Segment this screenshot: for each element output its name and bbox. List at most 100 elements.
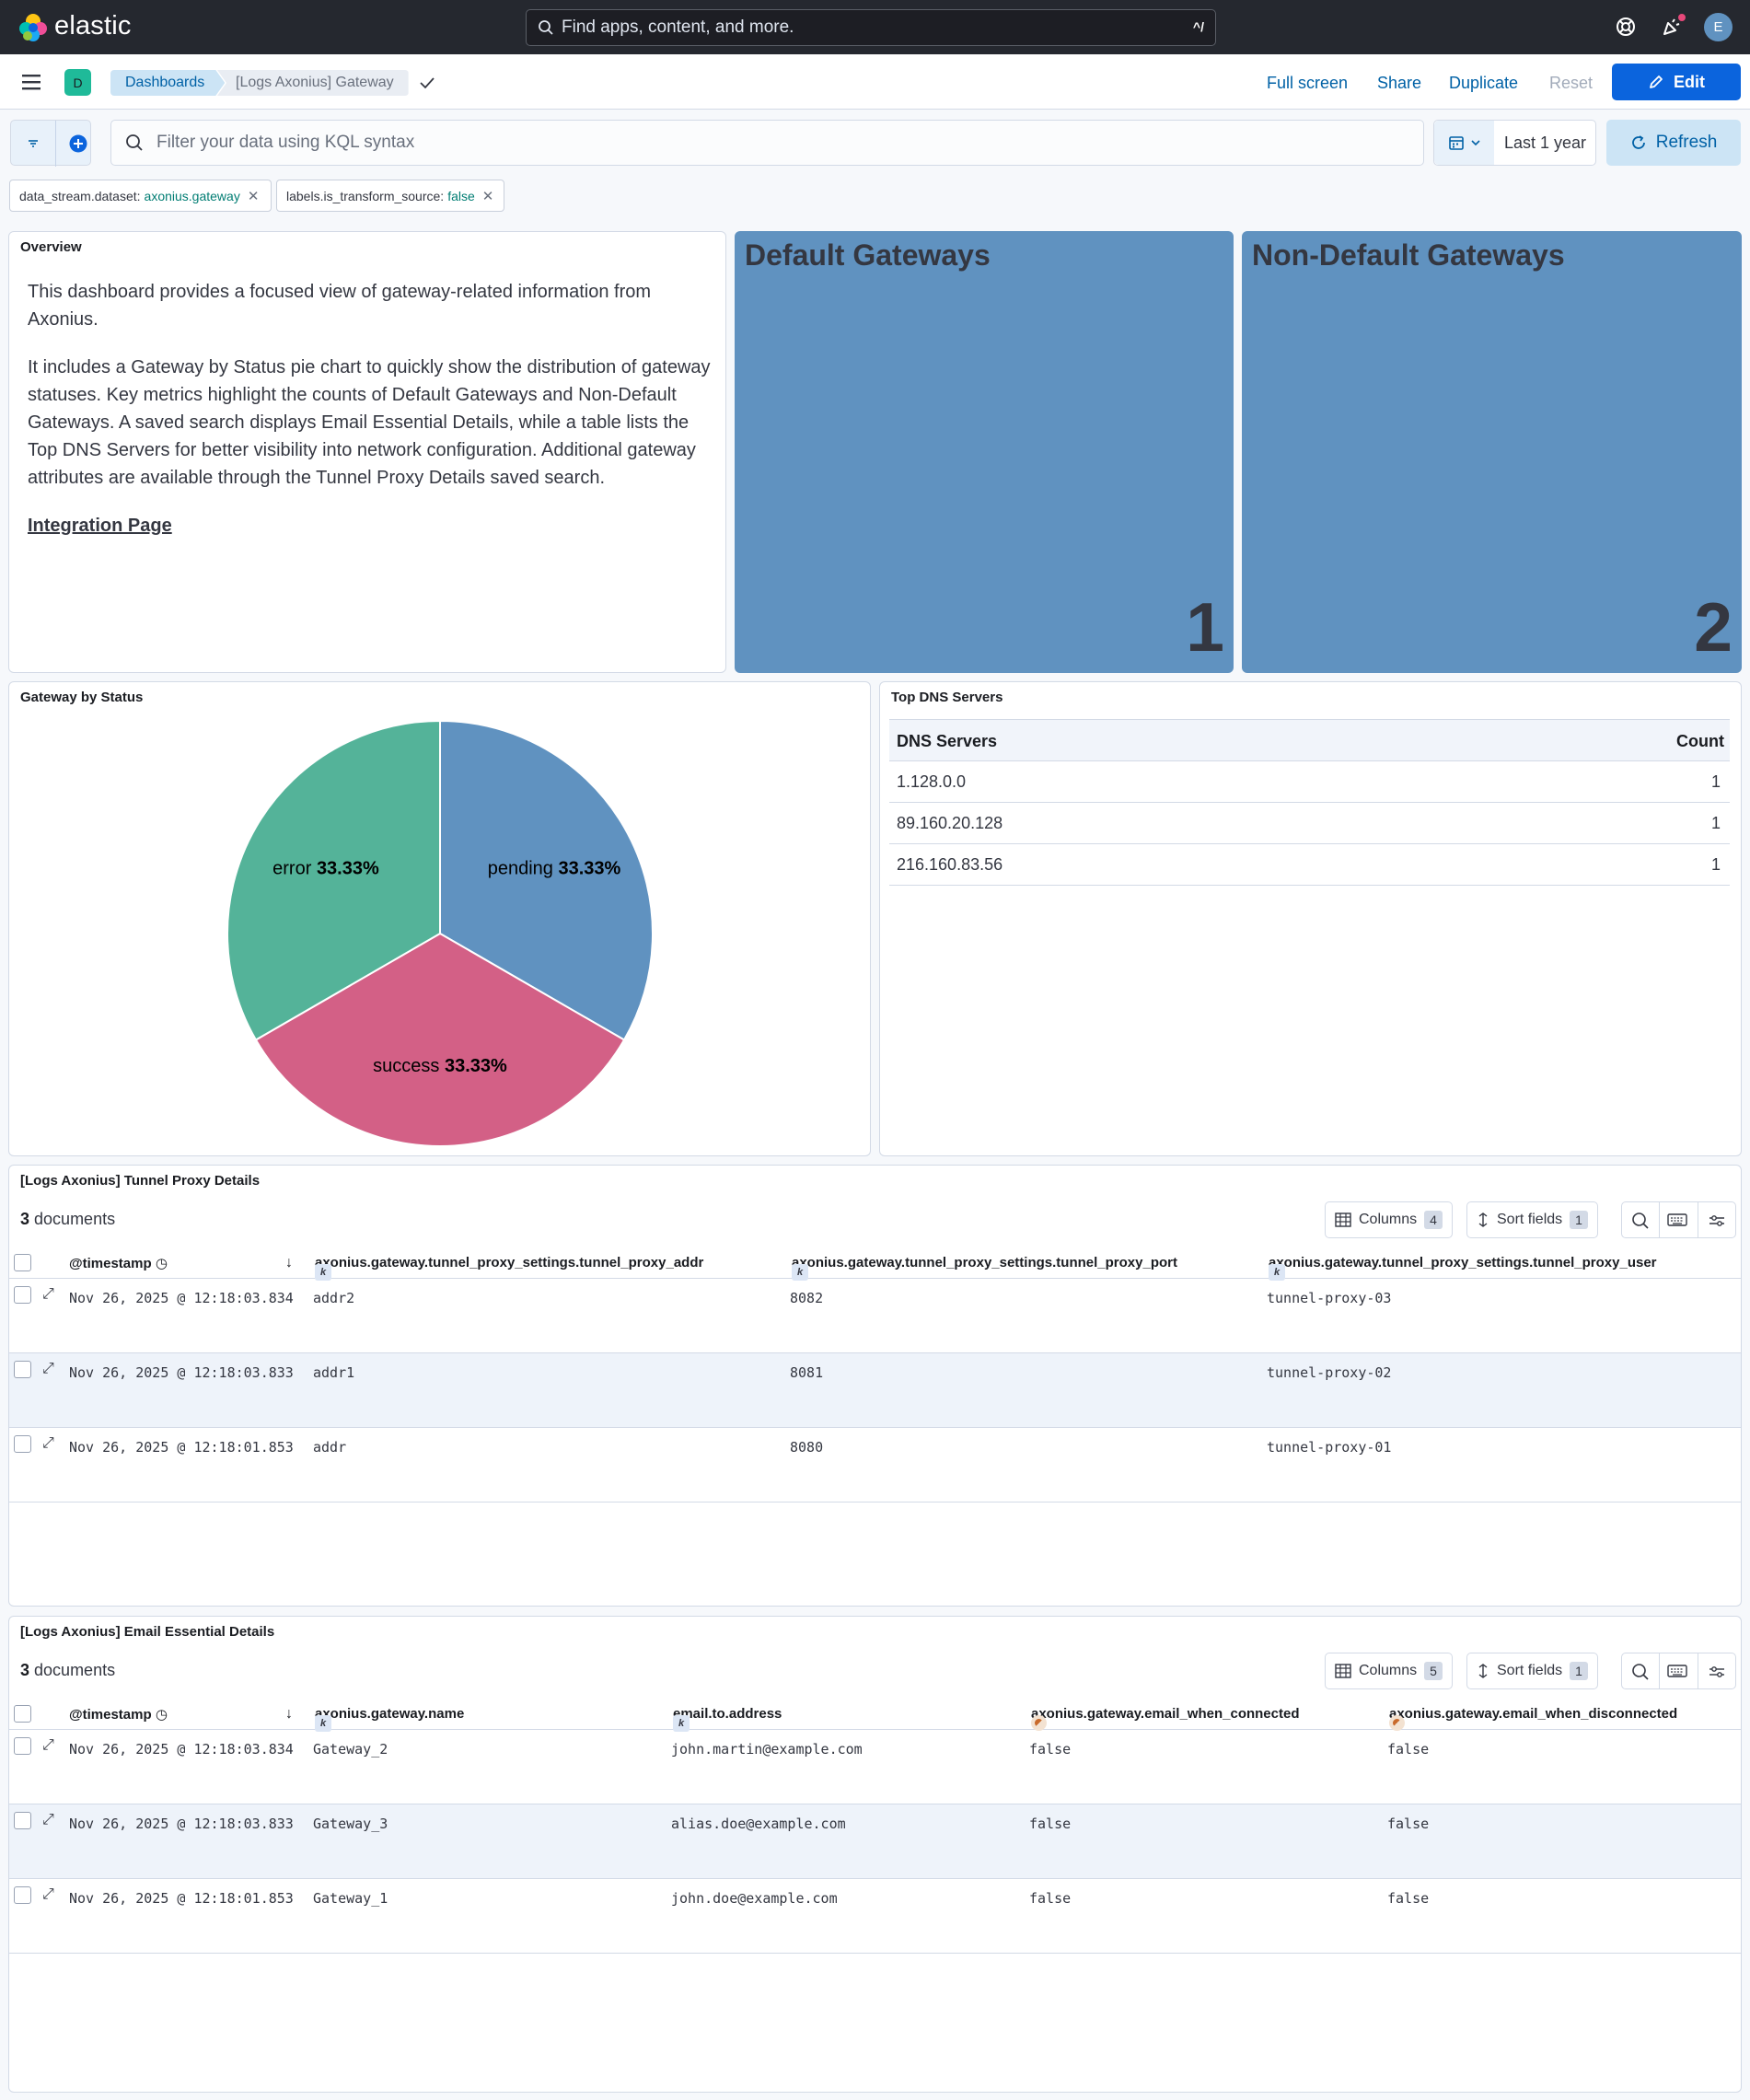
expand-icon[interactable]: ⤢ bbox=[42, 1361, 54, 1376]
metric-default-gateways: Default Gateways 1 bbox=[735, 231, 1234, 673]
pie-slice-success[interactable] bbox=[254, 932, 626, 1147]
divider bbox=[55, 121, 56, 167]
sort-fields-button[interactable]: Sort fields 1 bbox=[1466, 1201, 1598, 1238]
columns-button[interactable]: Columns 5 bbox=[1325, 1653, 1453, 1689]
row-checkbox[interactable] bbox=[14, 1886, 31, 1904]
expand-icon[interactable]: ⤢ bbox=[42, 1286, 54, 1302]
table-row: 216.160.83.56 1 bbox=[889, 844, 1730, 886]
date-picker[interactable]: Last 1 year bbox=[1433, 120, 1596, 166]
table-row[interactable]: ⤢ Nov 26, 2025 @ 12:18:03.834 Gateway_2 … bbox=[9, 1730, 1741, 1804]
menu-icon[interactable] bbox=[22, 73, 42, 91]
column-header-dns-servers[interactable]: DNS Servers bbox=[897, 732, 998, 750]
column-header-timestamp[interactable]: @timestamp ◷ bbox=[69, 1255, 168, 1271]
reset-button[interactable]: Reset bbox=[1549, 74, 1594, 92]
document-count-label: documents bbox=[34, 1661, 116, 1679]
document-count: 3 documents bbox=[20, 1661, 115, 1680]
table-row[interactable]: ⤢ Nov 26, 2025 @ 12:18:03.834 addr2 8082… bbox=[9, 1279, 1741, 1353]
filter-pill-value: false bbox=[447, 188, 475, 203]
count-cell: 1 bbox=[1710, 772, 1721, 791]
keyboard-icon[interactable] bbox=[1667, 1212, 1687, 1227]
row-checkbox[interactable] bbox=[14, 1435, 31, 1453]
kql-placeholder: Filter your data using KQL syntax bbox=[156, 133, 415, 152]
search-icon[interactable] bbox=[1631, 1212, 1650, 1230]
edit-button[interactable]: Edit bbox=[1612, 64, 1741, 100]
grid-toolbar-group bbox=[1621, 1201, 1736, 1238]
row-checkbox[interactable] bbox=[14, 1812, 31, 1829]
gateway-name-cell: Gateway_3 bbox=[313, 1816, 388, 1832]
global-search-input[interactable]: Find apps, content, and more. ^/ bbox=[526, 9, 1216, 46]
sort-descending-icon[interactable]: ↓ bbox=[285, 1255, 293, 1270]
column-header-tunnel-proxy-user[interactable]: k axonius.gateway.tunnel_proxy_settings.t… bbox=[1269, 1255, 1657, 1281]
row-checkbox[interactable] bbox=[14, 1286, 31, 1304]
email-when-connected-cell: false bbox=[1029, 1890, 1072, 1907]
column-header-email-when-connected[interactable]: axonius.gateway.email_when_connected bbox=[1031, 1706, 1300, 1731]
dns-server-cell: 89.160.20.128 bbox=[897, 814, 1003, 832]
elastic-logo-icon[interactable] bbox=[17, 12, 49, 43]
search-shortcut-hint: ^/ bbox=[1192, 19, 1204, 34]
add-filter-icon[interactable] bbox=[68, 133, 88, 154]
column-header-gateway-name[interactable]: k axonius.gateway.name bbox=[315, 1706, 465, 1732]
filter-pill-transform-source[interactable]: labels.is_transform_source: false ✕ bbox=[276, 180, 504, 212]
sort-descending-icon[interactable]: ↓ bbox=[285, 1706, 293, 1722]
column-header-email-to-address[interactable]: k email.to.address bbox=[673, 1706, 782, 1732]
close-icon[interactable]: ✕ bbox=[481, 188, 494, 204]
duplicate-button[interactable]: Duplicate bbox=[1449, 74, 1519, 92]
share-button[interactable]: Share bbox=[1377, 74, 1422, 92]
column-header-label: axonius.gateway.name bbox=[315, 1706, 465, 1722]
kql-query-input[interactable]: Filter your data using KQL syntax bbox=[110, 120, 1424, 166]
pie-slice-error[interactable] bbox=[226, 719, 441, 1041]
overview-paragraph: This dashboard provides a focused view o… bbox=[28, 282, 652, 330]
column-header-count[interactable]: Count bbox=[1676, 732, 1724, 750]
columns-button[interactable]: Columns 4 bbox=[1325, 1201, 1453, 1238]
check-icon[interactable] bbox=[419, 75, 435, 91]
expand-icon[interactable]: ⤢ bbox=[42, 1886, 54, 1902]
table-row[interactable]: ⤢ Nov 26, 2025 @ 12:18:01.853 addr 8080 … bbox=[9, 1428, 1741, 1502]
row-checkbox[interactable] bbox=[14, 1737, 31, 1755]
table-row[interactable]: ⤢ Nov 26, 2025 @ 12:18:03.833 Gateway_3 … bbox=[9, 1804, 1741, 1879]
time-range-label[interactable]: Last 1 year bbox=[1504, 133, 1587, 152]
proxy-addr-cell: addr1 bbox=[313, 1364, 355, 1381]
display-settings-icon[interactable] bbox=[1708, 1213, 1726, 1228]
news-feed-icon[interactable] bbox=[1659, 14, 1685, 40]
select-all-checkbox[interactable] bbox=[14, 1254, 31, 1271]
user-avatar[interactable]: E bbox=[1704, 13, 1733, 41]
space-avatar[interactable]: D bbox=[64, 69, 91, 96]
panel-title: Gateway by Status bbox=[20, 690, 144, 705]
expand-icon[interactable]: ⤢ bbox=[42, 1435, 54, 1451]
table-row[interactable]: ⤢ Nov 26, 2025 @ 12:18:03.833 addr1 8081… bbox=[9, 1353, 1741, 1428]
breadcrumb-current-dashboard: [Logs Axonius] Gateway bbox=[217, 70, 409, 96]
select-all-checkbox[interactable] bbox=[14, 1705, 31, 1723]
quick-date-menu-button[interactable] bbox=[1434, 121, 1494, 165]
divider bbox=[1659, 1653, 1660, 1688]
row-checkbox[interactable] bbox=[14, 1361, 31, 1378]
search-icon[interactable] bbox=[1631, 1663, 1650, 1681]
breadcrumb-dashboards[interactable]: Dashboards bbox=[110, 70, 225, 96]
column-header-timestamp[interactable]: @timestamp ◷ bbox=[69, 1706, 168, 1723]
table-row[interactable]: ⤢ Nov 26, 2025 @ 12:18:01.853 Gateway_1 … bbox=[9, 1879, 1741, 1954]
email-when-disconnected-cell: false bbox=[1387, 1816, 1430, 1832]
column-header-tunnel-proxy-port[interactable]: k axonius.gateway.tunnel_proxy_settings.t… bbox=[792, 1255, 1177, 1281]
expand-icon[interactable]: ⤢ bbox=[42, 1737, 54, 1753]
full-screen-button[interactable]: Full screen bbox=[1267, 74, 1349, 92]
close-icon[interactable]: ✕ bbox=[247, 188, 260, 204]
help-icon[interactable] bbox=[1613, 14, 1639, 40]
pie-slice-pending[interactable] bbox=[439, 719, 654, 1041]
document-count-label: documents bbox=[34, 1210, 116, 1228]
proxy-addr-cell: addr2 bbox=[313, 1290, 355, 1306]
column-header-label: axonius.gateway.email_when_disconnected bbox=[1389, 1706, 1678, 1722]
expand-icon[interactable]: ⤢ bbox=[42, 1812, 54, 1827]
integration-page-link[interactable]: Integration Page bbox=[28, 516, 172, 536]
column-header-email-when-disconnected[interactable]: axonius.gateway.email_when_disconnected bbox=[1389, 1706, 1678, 1731]
column-header-tunnel-proxy-addr[interactable]: k axonius.gateway.tunnel_proxy_settings.t… bbox=[315, 1255, 703, 1281]
sort-fields-button[interactable]: Sort fields 1 bbox=[1466, 1653, 1598, 1689]
gateway-name-cell: Gateway_1 bbox=[313, 1890, 388, 1907]
panel-title: [Logs Axonius] Tunnel Proxy Details bbox=[20, 1173, 261, 1189]
display-settings-icon[interactable] bbox=[1708, 1665, 1726, 1679]
column-header-label: axonius.gateway.email_when_connected bbox=[1031, 1706, 1300, 1722]
document-count-value: 3 bbox=[20, 1210, 30, 1228]
keyboard-icon[interactable] bbox=[1667, 1664, 1687, 1678]
filter-pill-dataset[interactable]: data_stream.dataset: axonius.gateway ✕ bbox=[9, 180, 272, 212]
refresh-button[interactable]: Refresh bbox=[1606, 120, 1741, 166]
column-header-label: axonius.gateway.tunnel_proxy_settings.tu… bbox=[1269, 1255, 1657, 1270]
filter-icon[interactable] bbox=[25, 136, 41, 151]
